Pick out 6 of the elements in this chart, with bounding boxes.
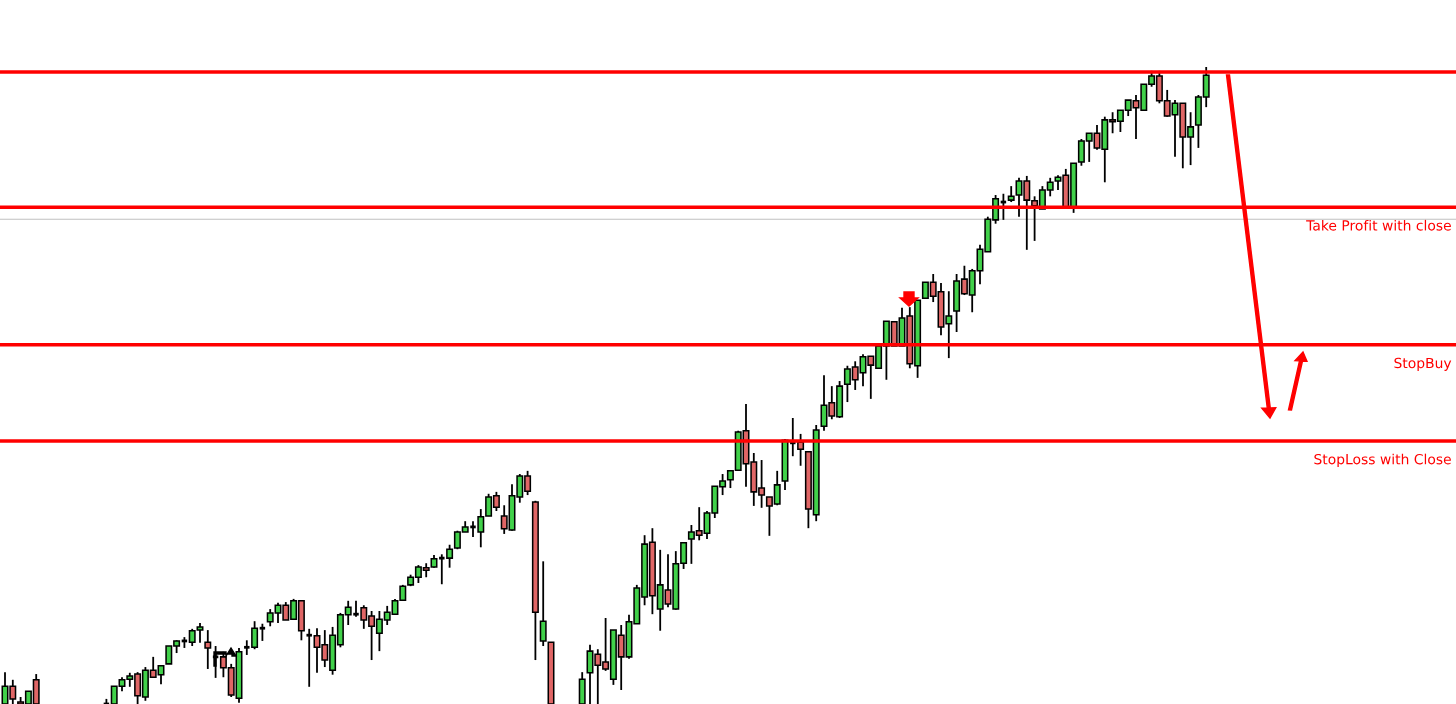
candlestick bbox=[204, 629, 212, 670]
ref-line-label: StopBuy bbox=[1394, 357, 1452, 371]
candlestick bbox=[258, 622, 267, 642]
candlestick bbox=[305, 627, 314, 688]
ref-line-label: Take Profit with close bbox=[1306, 219, 1451, 231]
ref-line-label: StopLoss with Close bbox=[1314, 453, 1451, 468]
